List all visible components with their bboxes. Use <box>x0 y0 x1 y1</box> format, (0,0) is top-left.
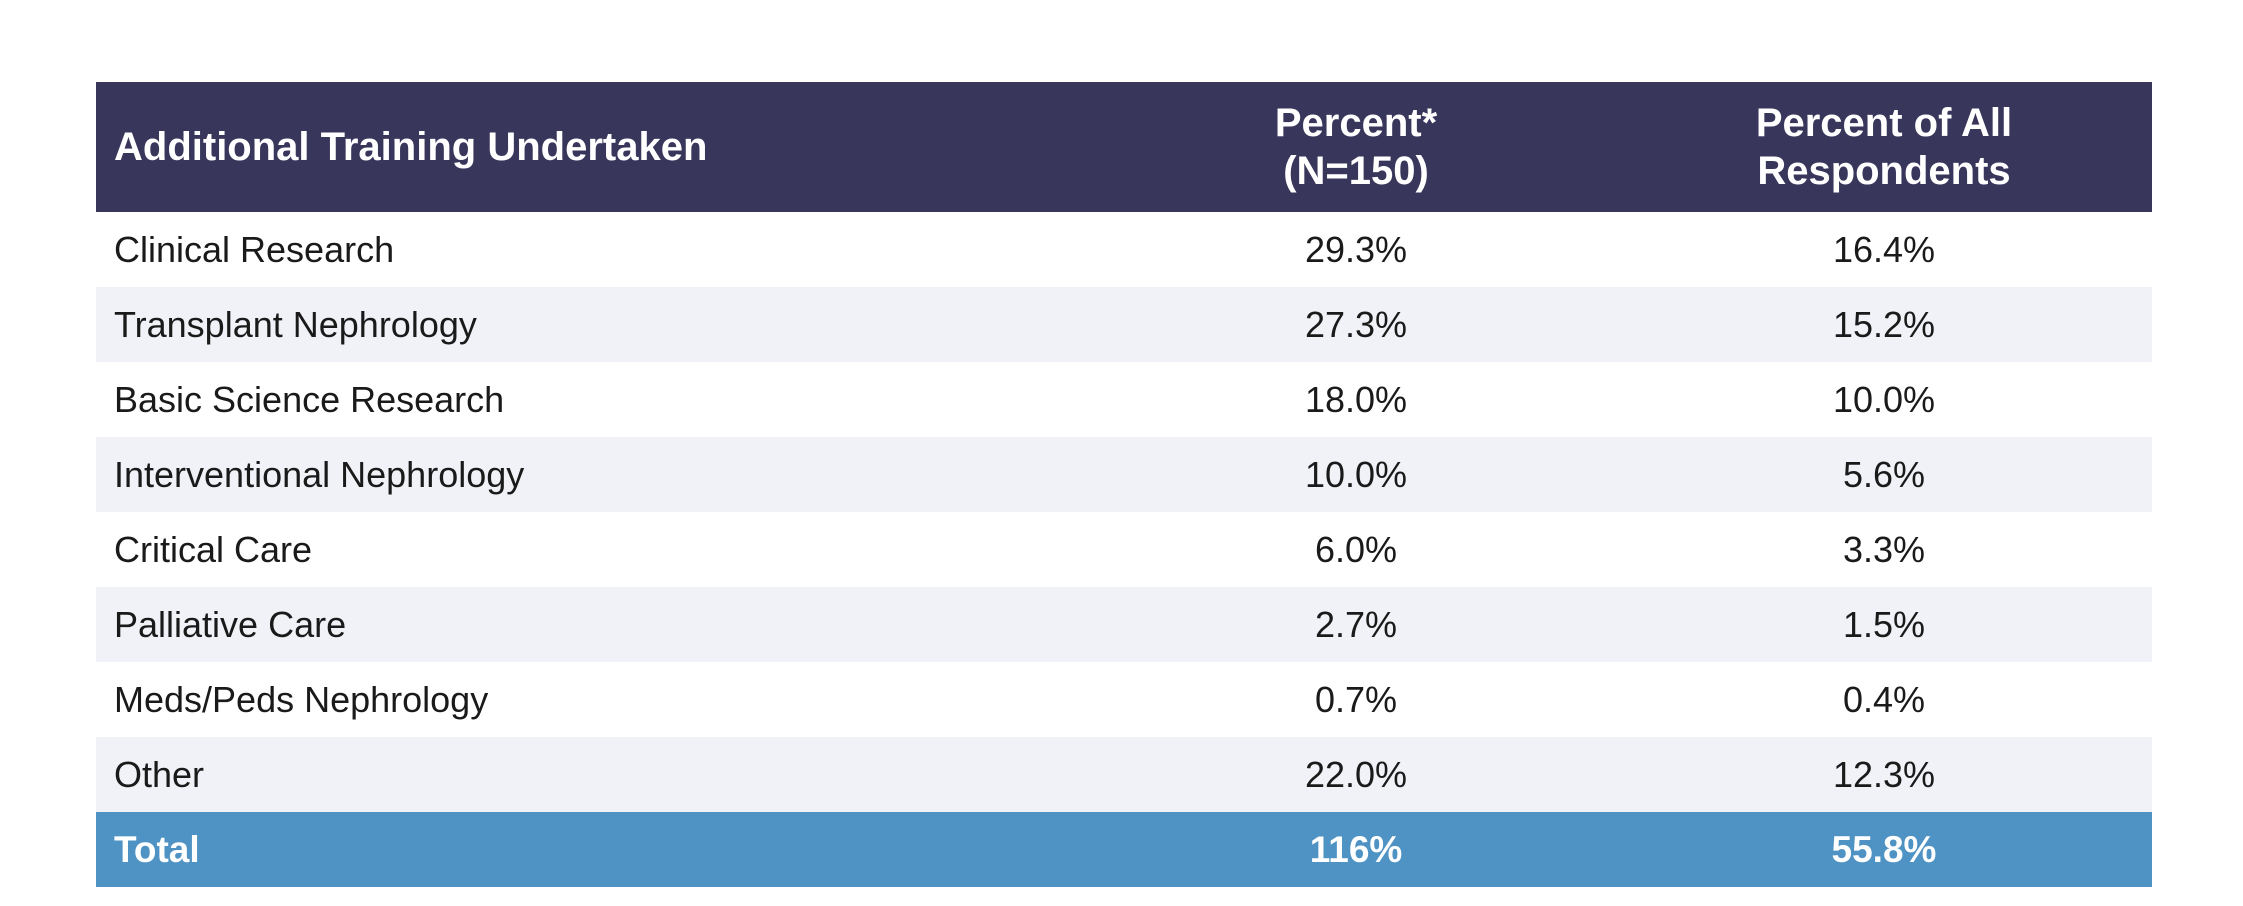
column-header-percent-all: Percent of All Respondents <box>1616 82 2152 212</box>
column-header-percent-all-line-1: Percent of All <box>1755 101 2013 145</box>
row-percent: 18.0% <box>1304 378 1408 420</box>
row-percent-all: 1.5% <box>1842 603 1926 645</box>
row-percent: 0.7% <box>1314 678 1398 720</box>
table-row: Palliative Care 2.7% 1.5% <box>96 587 2152 662</box>
total-percent-all: 55.8% <box>1831 828 1937 870</box>
column-header-percent-all-line-2: Respondents <box>1757 149 2011 193</box>
row-percent-all: 5.6% <box>1842 453 1926 495</box>
table-row: Clinical Research 29.3% 16.4% <box>96 212 2152 287</box>
table-body: Clinical Research 29.3% 16.4% Transplant… <box>96 212 2152 887</box>
row-percent-all: 12.3% <box>1832 753 1936 795</box>
row-percent: 2.7% <box>1314 603 1398 645</box>
row-percent-all: 10.0% <box>1832 378 1936 420</box>
row-category: Meds/Peds Nephrology <box>114 678 489 720</box>
column-header-percent-line-2: (N=150) <box>1283 149 1429 193</box>
row-category: Critical Care <box>114 528 313 570</box>
row-category: Transplant Nephrology <box>114 303 477 345</box>
table-row: Meds/Peds Nephrology 0.7% 0.4% <box>96 662 2152 737</box>
row-percent: 10.0% <box>1304 453 1408 495</box>
row-category: Basic Science Research <box>114 378 505 420</box>
row-percent: 6.0% <box>1314 528 1398 570</box>
row-percent-all: 0.4% <box>1842 678 1926 720</box>
header-row: Additional Training Undertaken Percent* … <box>96 82 2152 212</box>
table-header: Additional Training Undertaken Percent* … <box>96 82 2152 212</box>
table-row: Critical Care 6.0% 3.3% <box>96 512 2152 587</box>
training-table-container: Additional Training Undertaken Percent* … <box>96 82 2152 887</box>
row-percent: 22.0% <box>1304 753 1408 795</box>
column-header-training: Additional Training Undertaken <box>96 82 1096 212</box>
row-category: Other <box>114 753 205 795</box>
row-percent-all: 3.3% <box>1842 528 1926 570</box>
row-category: Clinical Research <box>114 228 395 270</box>
table-row: Transplant Nephrology 27.3% 15.2% <box>96 287 2152 362</box>
training-table: Additional Training Undertaken Percent* … <box>96 82 2152 887</box>
row-category: Palliative Care <box>114 603 347 645</box>
table-row: Basic Science Research 18.0% 10.0% <box>96 362 2152 437</box>
row-percent-all: 15.2% <box>1832 303 1936 345</box>
row-category: Interventional Nephrology <box>114 453 525 495</box>
table-row: Interventional Nephrology 10.0% 5.6% <box>96 437 2152 512</box>
column-header-percent: Percent* (N=150) <box>1096 82 1616 212</box>
column-header-training-label: Additional Training Undertaken <box>114 125 708 169</box>
row-percent: 29.3% <box>1304 228 1408 270</box>
column-header-percent-line-1: Percent* <box>1274 101 1438 145</box>
total-row: Total 116% 55.8% <box>96 812 2152 887</box>
row-percent: 27.3% <box>1304 303 1408 345</box>
total-percent: 116% <box>1309 828 1403 870</box>
total-label: Total <box>114 828 200 870</box>
row-percent-all: 16.4% <box>1832 228 1936 270</box>
table-row: Other 22.0% 12.3% <box>96 737 2152 812</box>
